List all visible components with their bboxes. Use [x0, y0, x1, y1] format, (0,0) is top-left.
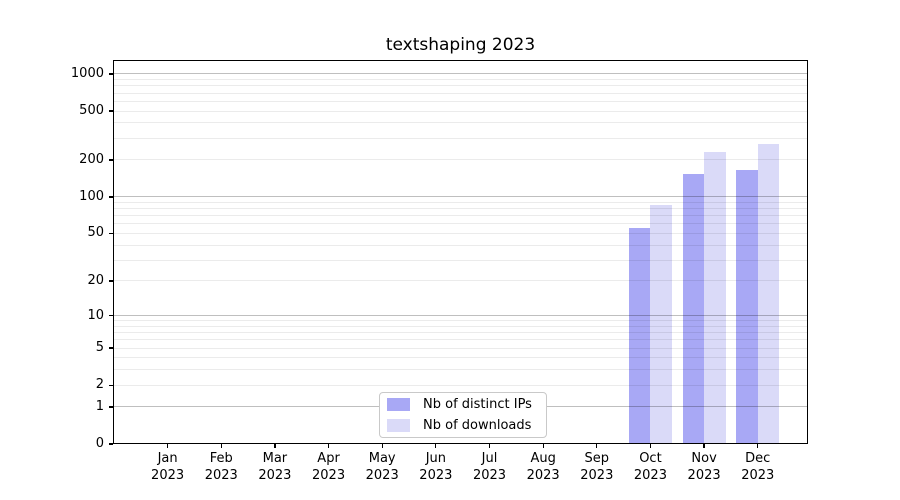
gridline-minor — [113, 201, 808, 203]
x-tick-mark — [274, 444, 276, 448]
gridline-minor — [113, 122, 808, 124]
y-tick-mark — [109, 384, 113, 386]
x-tick-label-jul: Jul 2023 — [472, 451, 507, 483]
bar-distinct-ips-dec — [736, 170, 758, 444]
x-tick-label-dec: Dec 2023 — [741, 451, 775, 483]
x-tick-label-nov: Nov 2023 — [687, 451, 721, 483]
bar-distinct-ips-nov — [682, 173, 705, 444]
y-tick-mark — [109, 110, 113, 112]
x-tick-label-jan: Jan 2023 — [151, 451, 185, 483]
x-tick-mark — [542, 444, 544, 448]
x-tick-mark — [757, 444, 759, 448]
y-tick-label: 200 — [79, 151, 104, 167]
gridline-minor — [113, 369, 808, 371]
bar-downloads-oct — [650, 204, 673, 444]
gridline-minor — [113, 208, 808, 210]
gridline-minor — [113, 339, 808, 341]
x-tick-label-aug: Aug 2023 — [526, 451, 560, 483]
y-tick-mark — [109, 232, 113, 235]
y-tick-label: 2 — [95, 377, 104, 393]
y-tick-mark — [109, 280, 113, 282]
y-tick-mark — [109, 314, 113, 317]
legend-swatch-downloads-icon — [387, 419, 410, 432]
legend-label-downloads: Nb of downloads — [423, 418, 532, 433]
gridline-minor — [113, 159, 808, 161]
y-tick-label: 100 — [79, 188, 104, 204]
y-tick-mark — [109, 406, 113, 408]
gridline-minor — [113, 79, 808, 81]
y-tick-mark — [109, 443, 113, 445]
gridline-minor — [113, 92, 808, 94]
y-tick-mark — [109, 347, 113, 349]
bar-downloads-dec — [757, 144, 780, 444]
x-tick-label-feb: Feb 2023 — [204, 451, 238, 483]
x-tick-label-jun: Jun 2023 — [419, 451, 453, 483]
gridline-minor — [113, 332, 808, 334]
x-tick-label-oct: Oct 2023 — [633, 451, 667, 483]
gridline-minor — [113, 384, 808, 386]
gridline-minor — [113, 320, 808, 322]
gridline-minor — [113, 85, 808, 87]
y-tick-label: 20 — [87, 272, 104, 288]
y-tick-mark — [109, 73, 113, 75]
x-tick-mark — [596, 444, 598, 448]
bar-distinct-ips-oct — [628, 228, 651, 444]
gridline-minor — [113, 110, 808, 112]
x-tick-mark — [488, 444, 491, 448]
x-tick-label-sep: Sep 2023 — [580, 451, 614, 483]
gridline-major — [113, 315, 808, 317]
y-tick-label: 10 — [87, 307, 104, 323]
x-tick-mark — [166, 444, 169, 448]
gridline-minor — [113, 259, 808, 261]
x-tick-mark — [649, 444, 652, 448]
gridline-minor — [113, 232, 808, 234]
gridline-minor — [113, 100, 808, 102]
y-tick-label: 500 — [79, 103, 104, 119]
y-tick-label: 0 — [95, 436, 104, 451]
gridline-minor — [113, 280, 808, 282]
chart-title: textshaping 2023 — [385, 35, 536, 55]
gridline-minor — [113, 244, 808, 246]
legend-entry-distinct-ips: Nb of distinct IPs — [387, 396, 546, 413]
y-tick-label: 1000 — [70, 65, 104, 81]
gridline-minor — [113, 325, 808, 327]
x-tick-mark — [435, 444, 437, 448]
gridline-minor — [113, 215, 808, 217]
y-tick-label: 1 — [95, 398, 104, 414]
gridline-major — [113, 196, 808, 198]
legend-entry-downloads: Nb of downloads — [387, 417, 546, 434]
x-tick-label-may: May 2023 — [365, 451, 399, 483]
x-tick-label-mar: Mar 2023 — [258, 451, 292, 483]
gridline-major — [113, 73, 808, 75]
x-tick-mark — [381, 444, 383, 448]
gridline-minor — [113, 357, 808, 359]
y-tick-label: 50 — [87, 225, 104, 241]
y-tick-label: 5 — [95, 340, 104, 356]
legend-label-distinct-ips: Nb of distinct IPs — [423, 397, 532, 412]
legend: Nb of distinct IPs Nb of downloads — [379, 392, 547, 438]
bar-downloads-nov — [704, 152, 726, 444]
plot-area — [113, 60, 808, 444]
gridline-minor — [113, 223, 808, 225]
y-tick-mark — [109, 196, 113, 198]
gridline-minor — [113, 347, 808, 349]
x-tick-mark — [327, 444, 330, 448]
legend-swatch-distinct-ips-icon — [387, 398, 410, 411]
x-tick-label-apr: Apr 2023 — [312, 451, 346, 483]
y-tick-mark — [109, 159, 113, 161]
x-tick-mark — [703, 444, 705, 448]
gridline-minor — [113, 137, 808, 139]
x-tick-mark — [220, 444, 222, 448]
